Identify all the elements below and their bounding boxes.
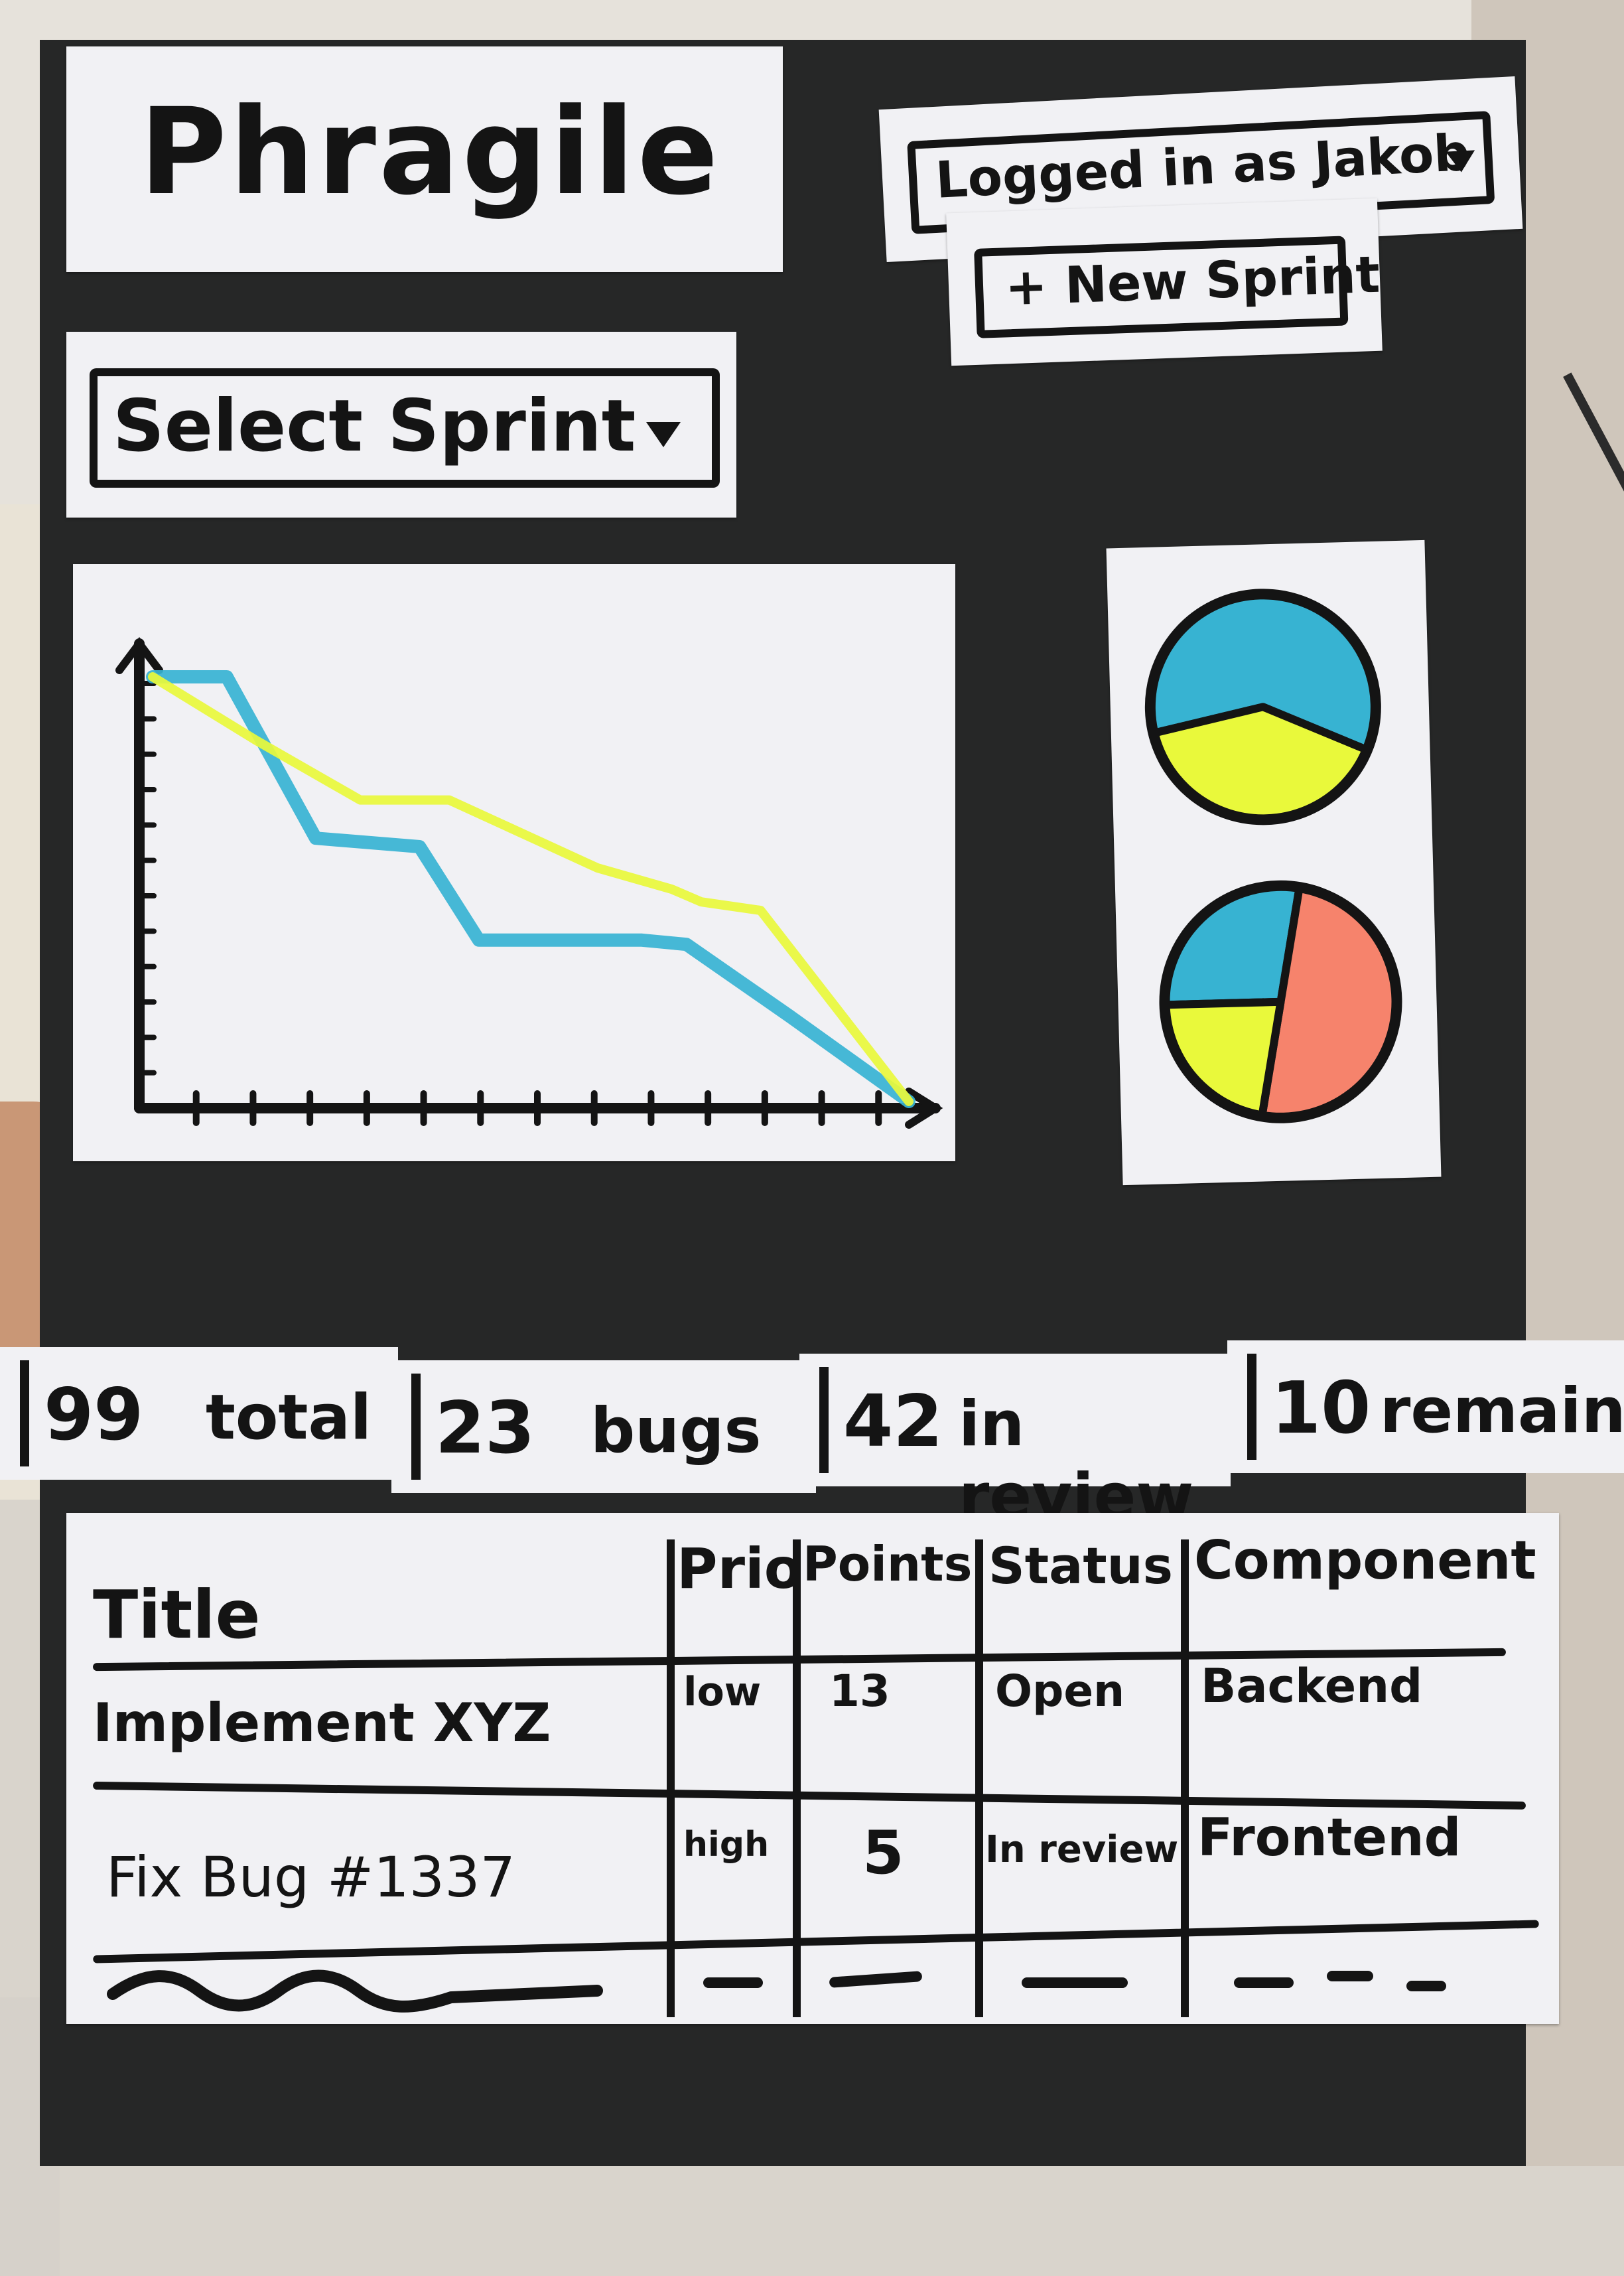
series-line [148, 672, 914, 1106]
column-header-component[interactable]: Component [1194, 1529, 1536, 1591]
cell-prio: low [683, 1669, 762, 1715]
column-divider [793, 1539, 801, 2017]
stat-label: bugs [590, 1395, 762, 1467]
placeholder-scribble [107, 1969, 603, 2013]
stat-value: 99 [44, 1374, 144, 1457]
stat-value: 23 [435, 1387, 535, 1470]
cell-component: Backend [1201, 1659, 1423, 1713]
sprint-select-label: Select Sprint [113, 385, 636, 468]
prototype-board: Phragile Logged in as Jakob + New Sprint… [0, 40, 1624, 2166]
cell-points: 5 [862, 1818, 904, 1888]
caret-down-icon [1446, 150, 1475, 173]
stat-value: 42 [843, 1380, 943, 1463]
cell-component: Frontend [1197, 1808, 1461, 1868]
cell-points: 13 [829, 1666, 890, 1717]
row-divider [93, 1781, 1526, 1810]
sprint-select-border [90, 368, 720, 488]
chart-series [146, 670, 915, 1108]
series-line [146, 670, 915, 1108]
placeholder-dash [1022, 1977, 1128, 1988]
y-axis-arrow [115, 637, 163, 674]
cable [1539, 372, 1624, 530]
sprint-select[interactable]: Select Sprint [66, 332, 736, 518]
x-axis-arrow [905, 1088, 943, 1129]
stat-bugs: 23 bugs [391, 1360, 816, 1493]
pie-outline [1144, 589, 1381, 825]
cell-prio: high [683, 1825, 770, 1865]
column-divider [667, 1539, 675, 2017]
caret-down-icon [646, 422, 681, 447]
pie-outline [1159, 880, 1402, 1123]
placeholder-dash [829, 1971, 923, 1988]
pie-chart-1 [1144, 589, 1381, 825]
placeholder-dash [1406, 1981, 1446, 1991]
column-header-prio[interactable]: Prio [677, 1536, 803, 1601]
stats-strip: 99 total 23 bugs 42 in review 10 remaini… [0, 1340, 1624, 1533]
stat-total: 99 total [0, 1347, 398, 1480]
new-sprint-button[interactable]: + New Sprint [946, 198, 1383, 366]
user-menu[interactable]: Logged in as Jakob [878, 76, 1523, 262]
pie-chart-card [1106, 539, 1442, 1186]
tasks-table: Title Prio Points Status Component Imple… [66, 1513, 1559, 2024]
row-divider [93, 1920, 1539, 1963]
cell-title[interactable]: Implement XYZ [93, 1692, 551, 1754]
stat-label: total [206, 1382, 372, 1454]
cell-status: Open [995, 1666, 1125, 1717]
stat-remaining: 10 remainin [1227, 1340, 1624, 1473]
cell-title[interactable]: Fix Bug #1337 [106, 1845, 515, 1910]
app-logo: Phragile [66, 46, 783, 272]
column-header-points[interactable]: Points [803, 1536, 973, 1592]
column-header-title[interactable]: Title [93, 1576, 261, 1654]
stat-label: remainin [1380, 1375, 1624, 1447]
column-divider [1181, 1539, 1189, 2017]
placeholder-dash [703, 1977, 763, 1988]
chart-axes [115, 637, 943, 1129]
stat-label: in review [959, 1388, 1194, 1533]
placeholder-dash [1327, 1971, 1373, 1981]
stat-value: 10 [1271, 1367, 1371, 1450]
cell-status: In review [985, 1828, 1179, 1871]
column-header-status[interactable]: Status [988, 1536, 1174, 1595]
burndown-chart [115, 637, 943, 1129]
column-divider [975, 1539, 983, 2017]
app-title: Phragile [139, 83, 721, 222]
burndown-chart-card [73, 564, 955, 1161]
pie-chart-2 [1159, 880, 1402, 1123]
stat-in-review: 42 in review [799, 1354, 1231, 1533]
placeholder-dash [1234, 1977, 1294, 1988]
